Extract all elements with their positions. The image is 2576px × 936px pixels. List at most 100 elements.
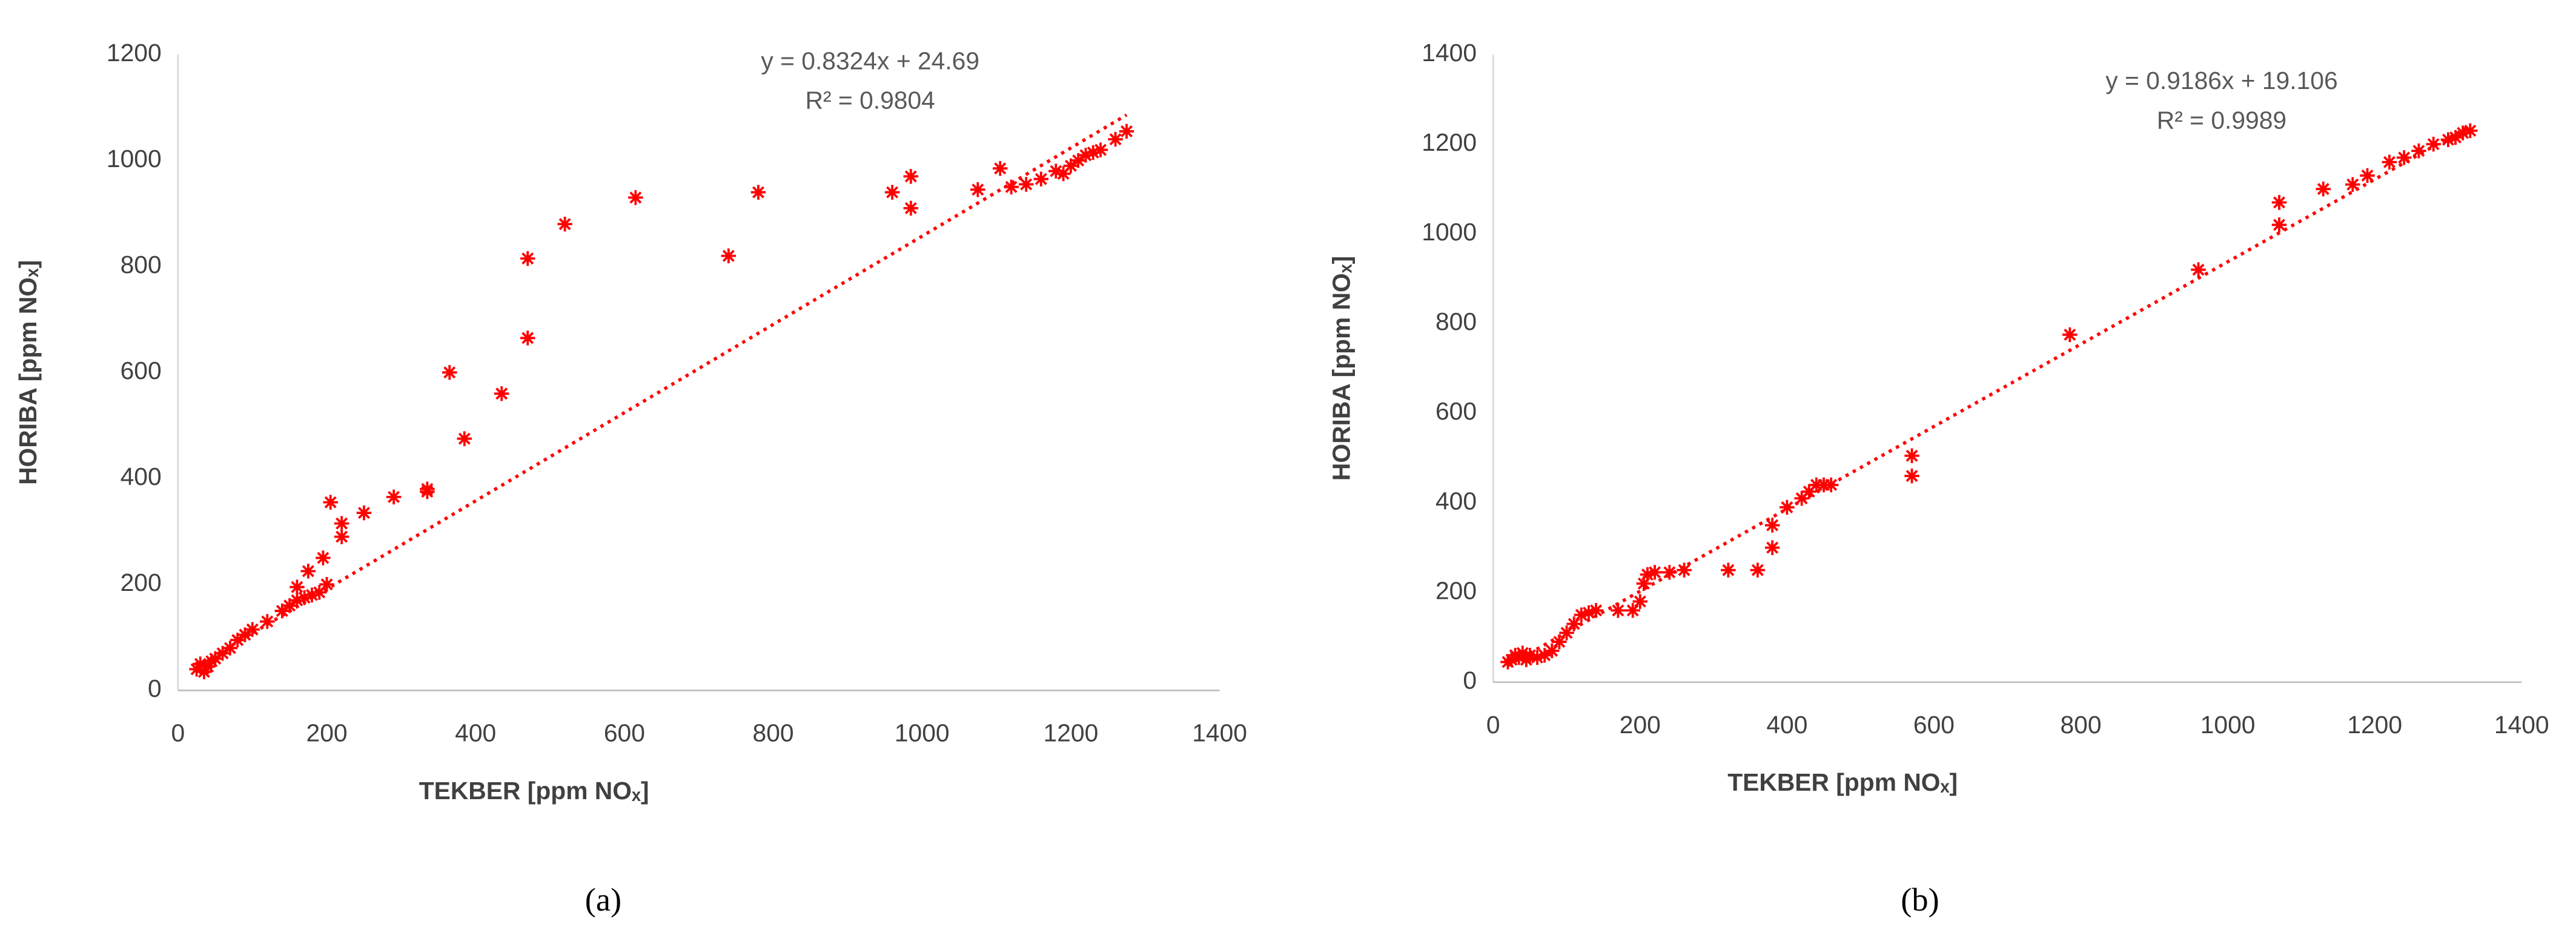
point [1522,648,1538,663]
point [2455,125,2471,140]
y-tick-label: 200 [121,569,162,596]
x-tick-label: 200 [306,719,348,747]
point [1794,490,1809,506]
point [245,622,260,637]
point [903,200,919,216]
point [304,587,320,603]
point [457,431,472,446]
point [1018,177,1034,192]
y-tick-label: 400 [121,463,162,490]
y-tick-label: 600 [121,357,162,384]
x-axis-title: TEKBER [ppm NOₓ] [419,777,649,805]
x-tick-label: 600 [1913,711,1955,739]
point [300,564,316,579]
trendline [196,113,1128,668]
point [297,590,312,605]
point [334,516,349,531]
point [1119,124,1134,139]
point [215,645,230,661]
x-tick-label: 1000 [895,719,950,747]
point [1056,166,1071,182]
trendline [1507,124,2471,667]
point [290,579,305,595]
point [1085,145,1101,160]
y-tick-label: 400 [1435,487,1477,515]
point [1537,648,1552,663]
y-axis-title: HORIBA [ppm NOₓ] [14,260,42,484]
trend-r2: R² = 0.9989 [2157,106,2286,134]
point [1625,603,1640,618]
point [1545,643,1560,659]
point [208,651,223,667]
point [721,248,737,263]
point [1904,448,1919,464]
point [1677,562,1692,578]
x-tick-label: 200 [1620,711,1661,739]
point [1721,562,1736,578]
x-axis-title: TEKBER [ppm NOₓ] [1727,768,1958,796]
point [260,614,275,629]
x-tick-label: 400 [455,719,496,747]
point [290,593,305,608]
y-tick-label: 600 [1435,397,1477,425]
y-tick-label: 800 [1435,308,1477,335]
trend-equation: y = 0.9186x + 19.106 [2105,67,2337,94]
point [494,386,509,401]
point [1801,484,1817,499]
point [1574,607,1589,622]
panel-label: (a) [585,882,621,918]
point [2382,154,2397,170]
point [520,251,535,266]
point [2191,262,2206,277]
x-tick-label: 600 [604,719,645,747]
point [1004,179,1019,195]
x-tick-label: 1400 [2494,711,2549,739]
y-tick-label: 1200 [1422,128,1477,156]
point [1078,148,1093,163]
x-tick-label: 0 [171,719,185,747]
point [1662,565,1677,580]
y-tick-label: 800 [121,251,162,278]
point [1048,163,1064,179]
point [903,169,919,184]
point [1823,477,1839,493]
point [274,603,290,619]
point [2411,143,2426,159]
point [1552,634,1567,650]
y-tick-label: 1200 [107,39,162,67]
point [1529,650,1545,665]
point [1764,540,1780,555]
point [2271,217,2287,232]
point [334,529,349,544]
point [316,550,331,565]
x-tick-label: 1400 [1192,719,1247,747]
point [282,598,297,613]
point [386,489,402,505]
x-tick-label: 1200 [2347,711,2402,739]
point [1764,518,1780,533]
point [2440,132,2456,147]
point [2345,177,2360,193]
point [1566,616,1581,631]
point [2463,123,2478,139]
point [1640,567,1655,582]
point [970,182,985,197]
x-tick-label: 400 [1766,711,1807,739]
point [193,656,208,671]
point [2396,150,2412,165]
panel-label: (b) [1901,882,1939,918]
point [1108,131,1123,147]
point [750,185,766,200]
y-tick-label: 0 [1463,667,1477,694]
point [992,160,1008,176]
x-tick-label: 1200 [1044,719,1099,747]
point [2062,327,2078,343]
point [356,505,372,521]
point [1515,645,1531,661]
point [442,364,457,380]
point [2271,195,2287,210]
y-tick-label: 1000 [107,145,162,173]
point [230,632,245,648]
point [2316,181,2331,197]
